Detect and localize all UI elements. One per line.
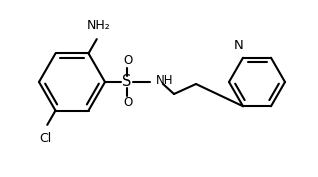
Text: S: S xyxy=(122,75,132,90)
Text: Cl: Cl xyxy=(39,132,52,145)
Text: O: O xyxy=(123,96,133,110)
Text: O: O xyxy=(123,55,133,67)
Text: NH₂: NH₂ xyxy=(87,19,111,32)
Text: N: N xyxy=(234,39,244,52)
Text: NH: NH xyxy=(156,75,174,87)
